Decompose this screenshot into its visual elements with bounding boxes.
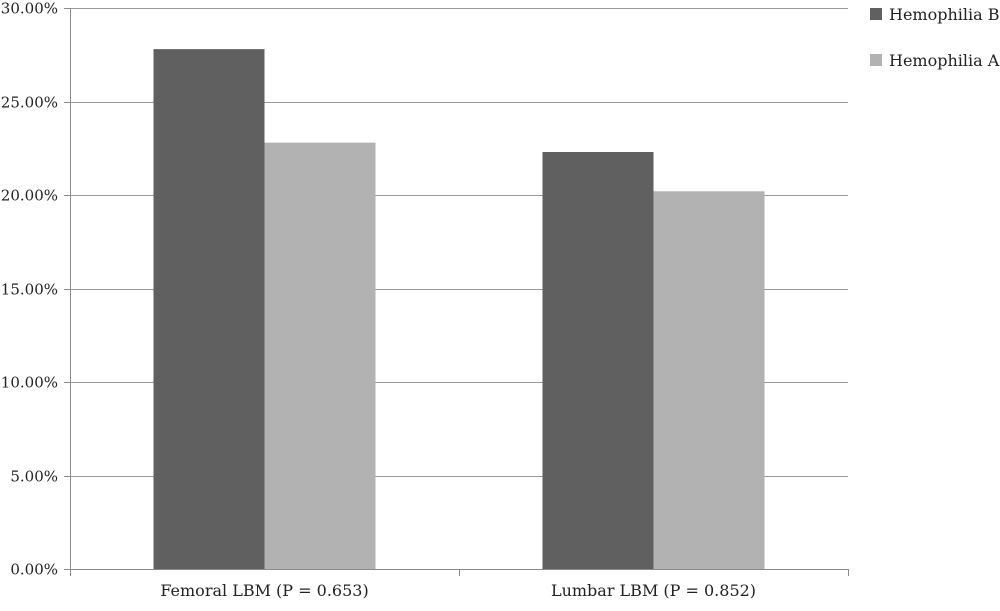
y-tick-label: 0.00% — [10, 561, 58, 579]
y-tick-label: 15.00% — [1, 281, 58, 299]
legend-label: Hemophilia B — [889, 5, 1000, 24]
x-category-label: Lumbar LBM (P = 0.852) — [551, 581, 756, 600]
legend: Hemophilia B Hemophilia A — [870, 5, 1000, 70]
y-tick-label: 25.00% — [1, 94, 58, 112]
y-tick-label: 10.00% — [1, 374, 58, 392]
legend-swatch — [870, 8, 882, 20]
x-category-label: Femoral LBM (P = 0.653) — [160, 581, 368, 600]
axes — [64, 8, 849, 576]
bar-hemophilia-a-1 — [264, 142, 376, 569]
y-tick-label: 20.00% — [1, 187, 58, 205]
bars — [153, 49, 765, 570]
bar-hemophilia-b-1 — [153, 49, 265, 569]
legend-swatch — [870, 54, 882, 66]
bar-hemophilia-b-2 — [542, 151, 654, 570]
bar-hemophilia-a-2 — [653, 191, 765, 569]
legend-label: Hemophilia A — [889, 51, 1000, 70]
y-tick-label: 5.00% — [10, 468, 58, 486]
y-tick-labels: 0.00% 5.00% 10.00% 15.00% 20.00% 25.00% 30.00% — [1, 0, 58, 579]
y-tick-label: 30.00% — [1, 0, 58, 18]
x-category-labels: Femoral LBM (P = 0.653) Lumbar LBM (P = 0… — [160, 581, 756, 600]
